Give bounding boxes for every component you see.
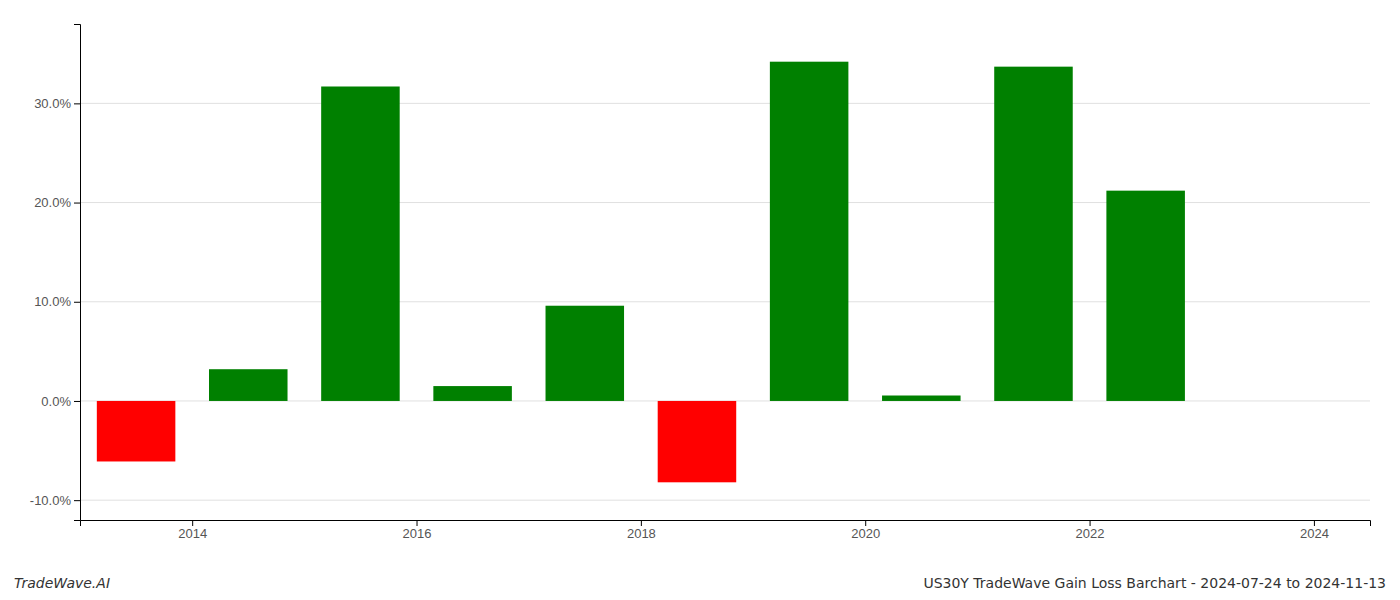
- x-tick: 2014: [178, 520, 207, 541]
- y-axis: -10.0% 0.0% 10.0% 20.0% 30.0%: [30, 25, 81, 521]
- x-tick-label: 2014: [178, 526, 207, 541]
- y-tick-mark: [74, 302, 80, 303]
- y-tick: 10.0%: [34, 294, 80, 309]
- bar: [321, 86, 400, 400]
- y-tick-mark: [74, 103, 80, 104]
- grid-line: [80, 500, 1370, 501]
- bar: [97, 401, 176, 462]
- bar: [209, 369, 288, 401]
- bar: [658, 401, 737, 482]
- x-axis-line: [81, 521, 1371, 527]
- x-tick: 2020: [851, 520, 880, 541]
- watermark: TradeWave.AI: [14, 575, 110, 591]
- x-axis: 2014 2016 2018 2020 2022 2024: [81, 520, 1371, 541]
- x-tick-mark: [417, 520, 418, 526]
- x-tick: 2024: [1300, 520, 1329, 541]
- y-axis-line: [74, 25, 81, 521]
- bars: [97, 62, 1185, 483]
- y-tick-mark: [74, 500, 80, 501]
- plot-area: 2014 2016 2018 2020 2022 2024 -10.0% 0.0% 10.0% 2…: [30, 25, 1371, 542]
- bar: [546, 306, 625, 401]
- bar: [994, 67, 1073, 401]
- x-tick-label: 2022: [1076, 526, 1105, 541]
- x-tick-label: 2018: [627, 526, 656, 541]
- x-tick: 2016: [403, 520, 432, 541]
- x-tick: 2018: [627, 520, 656, 541]
- bar: [1219, 400, 1298, 401]
- y-tick-label: 30.0%: [34, 96, 71, 111]
- grid-line: [80, 103, 1370, 104]
- y-tick: -10.0%: [30, 493, 80, 508]
- x-tick: 2022: [1076, 520, 1105, 541]
- x-tick-label: 2024: [1300, 526, 1329, 541]
- bar: [1106, 191, 1185, 401]
- x-tick-label: 2016: [403, 526, 432, 541]
- y-tick: 30.0%: [34, 96, 80, 111]
- x-tick-mark: [1090, 520, 1091, 526]
- x-tick-mark: [192, 520, 193, 526]
- y-tick-label: 20.0%: [34, 195, 71, 210]
- y-tick-label: 10.0%: [34, 294, 71, 309]
- y-tick: 0.0%: [41, 394, 80, 409]
- title: US30Y TradeWave Gain Loss Barchart - 202…: [923, 575, 1386, 591]
- x-tick-label: 2020: [851, 526, 880, 541]
- chart: 2014 2016 2018 2020 2022 2024 -10.0% 0.0% 10.0% 2…: [0, 0, 1400, 600]
- y-tick-label: -10.0%: [30, 493, 72, 508]
- bar: [770, 62, 849, 401]
- y-tick-mark: [74, 401, 80, 402]
- y-tick-label: 0.0%: [41, 394, 71, 409]
- bar: [882, 396, 961, 401]
- x-tick-mark: [641, 520, 642, 526]
- grid: [80, 103, 1370, 500]
- x-tick-mark: [1314, 520, 1315, 526]
- bar: [433, 386, 512, 401]
- x-tick-mark: [865, 520, 866, 526]
- y-tick-mark: [74, 203, 80, 204]
- y-tick: 20.0%: [34, 195, 80, 210]
